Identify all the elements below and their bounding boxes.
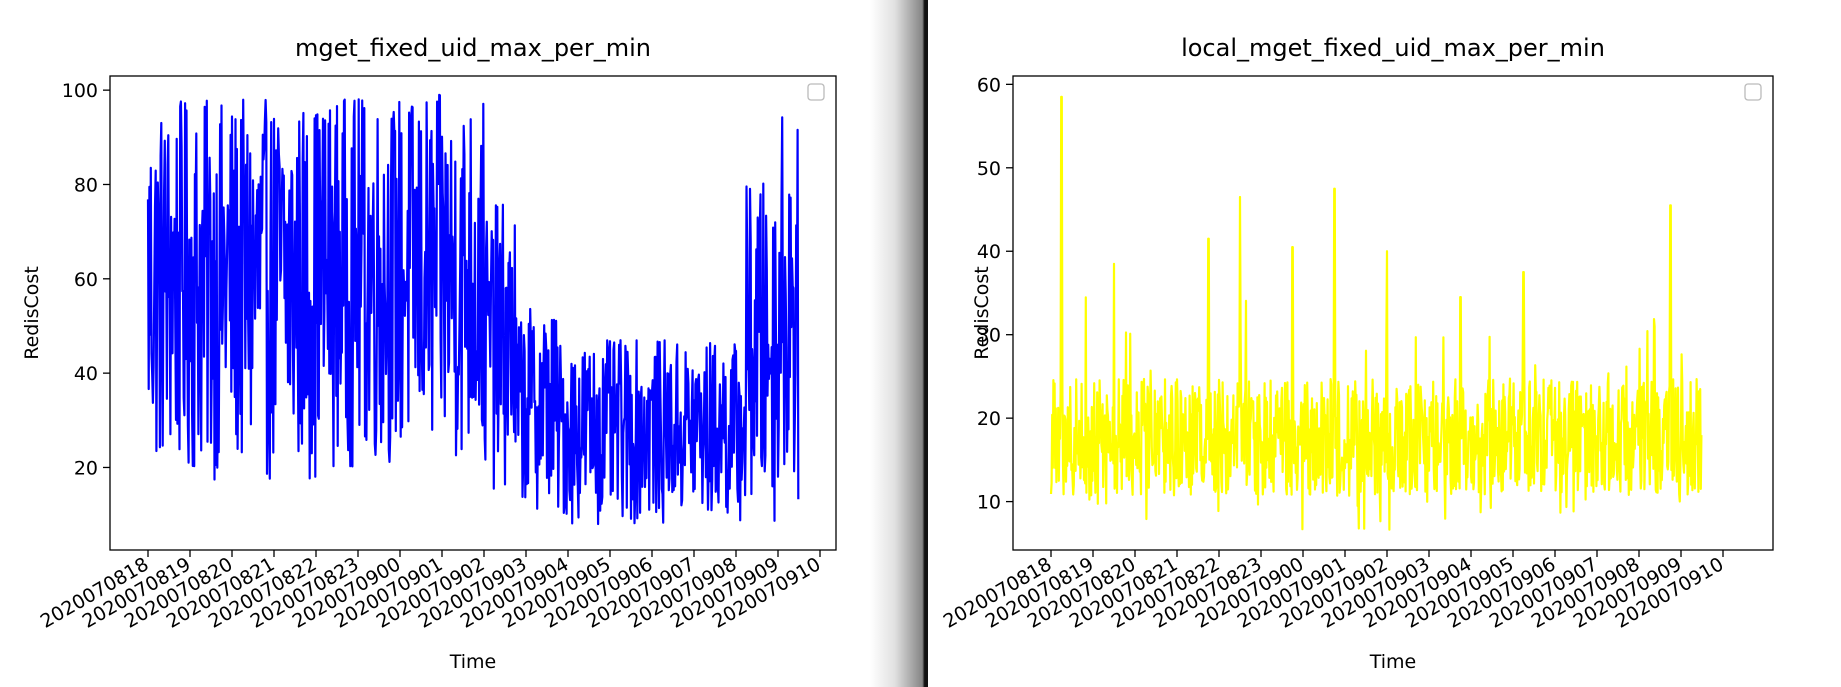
- y-tick-label: 10: [977, 492, 1001, 514]
- panel-divider-shadow: [870, 0, 925, 687]
- y-tick-label: 20: [74, 457, 98, 479]
- legend-box: [1744, 83, 1762, 101]
- y-tick-label: 40: [977, 241, 1001, 263]
- y-tick-label: 20: [977, 408, 1001, 430]
- plot-frame: [1012, 75, 1774, 551]
- y-tick-label: 60: [977, 74, 1001, 96]
- y-tick-label: 40: [74, 363, 98, 385]
- chart-title: mget_fixed_uid_max_per_min: [295, 34, 651, 62]
- series-line: [1049, 95, 1703, 531]
- y-tick-label: 100: [62, 80, 98, 102]
- y-tick-label: 80: [74, 174, 98, 196]
- y-tick-label: 30: [977, 325, 1001, 347]
- y-tick-label: 50: [977, 158, 1001, 180]
- x-axis-label: Time: [449, 651, 497, 673]
- chart-title: local_mget_fixed_uid_max_per_min: [1181, 34, 1605, 62]
- plot-frame: [109, 75, 837, 551]
- series-line: [146, 93, 800, 526]
- panel-divider: [925, 0, 928, 687]
- x-axis-label: Time: [1369, 651, 1417, 673]
- chart-1: mget_fixed_uid_max_per_min 20 40 60 80 100 Red…: [21, 34, 837, 673]
- legend-box: [807, 83, 825, 101]
- chart-2: local_mget_fixed_uid_max_per_min 10 20 30 40…: [940, 34, 1774, 673]
- y-axis-label: RedisCost: [21, 266, 43, 360]
- y-axis-label: RedisCost: [971, 266, 993, 360]
- y-tick-label: 60: [74, 269, 98, 291]
